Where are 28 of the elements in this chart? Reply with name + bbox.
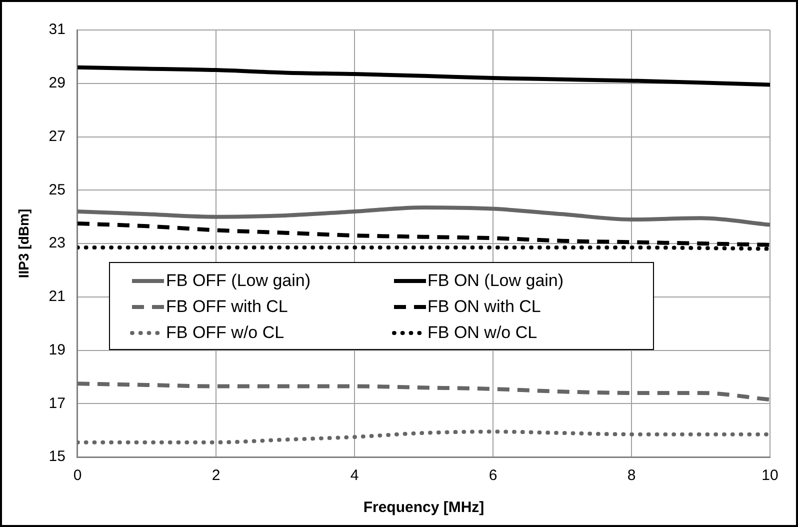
x-tick-label: 6	[488, 467, 498, 484]
y-tick-label: 31	[48, 21, 66, 38]
line-series	[77, 65, 770, 87]
legend-label: FB OFF (Low gain)	[166, 271, 311, 291]
y-tick-label: 21	[48, 288, 66, 306]
line-series	[77, 221, 770, 247]
line-series	[77, 430, 770, 444]
y-tick-label: 25	[48, 181, 66, 198]
legend-label: FB ON (Low gain)	[428, 271, 564, 291]
x-tick-label: 2	[212, 467, 220, 484]
y-tick-label: 23	[48, 234, 66, 252]
legend-label: FB ON with CL	[428, 297, 541, 317]
legend-label: FB OFF w/o CL	[166, 323, 284, 343]
line-series	[77, 382, 770, 402]
y-tick-label: 19	[48, 341, 66, 358]
y-tick-label: 29	[48, 74, 66, 92]
x-tick-label: 4	[350, 467, 359, 484]
x-tick-label: 0	[73, 467, 82, 484]
y-tick-label: 17	[48, 394, 66, 412]
y-tick-label: 15	[48, 448, 66, 466]
y-axis-title: IIP3 [dBm]	[15, 208, 32, 278]
legend-label: FB ON w/o CL	[428, 323, 538, 343]
legend-label: FB OFF with CL	[166, 297, 288, 317]
x-tick-label: 8	[627, 467, 636, 484]
y-tick-label: 27	[48, 128, 66, 145]
x-axis-title: Frequency [MHz]	[363, 499, 484, 516]
x-tick-label: 10	[762, 467, 778, 484]
line-series	[77, 205, 770, 227]
